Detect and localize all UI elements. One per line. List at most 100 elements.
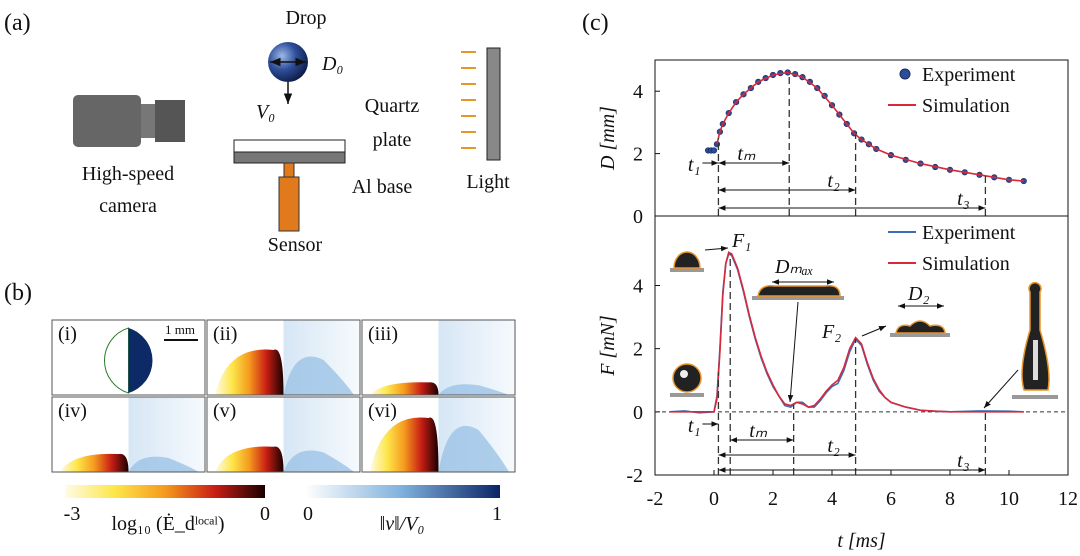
colorbar-label: log₁₀ (Ė_dˡᵒᶜᵃˡ) (111, 512, 224, 535)
tile-frame (206, 319, 361, 396)
velocity-field (438, 384, 509, 395)
colorbar (65, 485, 265, 498)
label: Sensor (268, 234, 323, 256)
energy-field (370, 382, 439, 395)
data-line (669, 251, 1024, 413)
energy-field (215, 446, 284, 472)
light (486, 47, 501, 161)
al-base (233, 151, 346, 164)
y-tick-label: 4 (633, 81, 643, 103)
x-tick-label: 6 (886, 488, 896, 510)
y-tick-label: 4 (633, 275, 643, 297)
x-tick-label: 0 (709, 488, 719, 510)
interval-label: t₃ (957, 188, 970, 210)
panel-label: (a) (4, 10, 31, 36)
annotation: D₂ (907, 283, 929, 305)
velocity-field (283, 356, 354, 395)
x-tick-label: 2 (768, 488, 778, 510)
interval-label: t₁ (688, 154, 701, 176)
annotation: F₂ (821, 321, 841, 343)
tile-label: (vi) (368, 400, 397, 422)
label: D₀ (321, 53, 343, 75)
legend-label: Experiment (922, 64, 1016, 86)
legend-label: Experiment (922, 222, 1016, 244)
panel-b: (b) -3 0 log₁₀ (Ė_dˡᵒᶜᵃˡ) 0 1 ‖v‖/V₀ 1 m… (4, 280, 516, 535)
annotation: F₁ (731, 230, 751, 252)
colorbar-label: ‖v‖/V₀ (380, 513, 425, 535)
x-tick-label: 4 (827, 488, 837, 510)
energy-field (215, 349, 284, 395)
colorbar-tick: -3 (64, 503, 81, 525)
light-rays (461, 51, 476, 149)
label: Drop (285, 7, 326, 29)
velocity-field (283, 450, 354, 472)
tile-label: (i) (58, 323, 77, 345)
insets (670, 245, 1058, 409)
y-tick-label: 0 (633, 402, 643, 424)
panel-label: (b) (4, 280, 32, 306)
panel-label: (c) (582, 10, 609, 36)
velocity-field (438, 425, 509, 472)
y-tick-label: 2 (633, 339, 643, 361)
interval-label: tₘ (737, 143, 756, 165)
x-tick-label: -2 (647, 488, 664, 510)
data-line (716, 71, 1024, 182)
label: Al base (352, 176, 413, 198)
scale-label: 1 mm (165, 322, 195, 337)
interval-label: t₂ (827, 435, 840, 457)
panel-a: (a) High-speed camera Drop D₀ V₀ Quartz … (4, 7, 510, 256)
tile-frame (361, 396, 516, 473)
tile-frame (206, 396, 361, 473)
camera-body (73, 95, 141, 147)
y-axis-label: D [mm] (597, 106, 619, 171)
colorbar (305, 485, 500, 498)
tile-frame (51, 319, 206, 396)
label: plate (373, 129, 412, 151)
data-point (710, 147, 718, 154)
camera-lens (155, 100, 185, 142)
colorbar-tick: 1 (492, 503, 502, 525)
tile-frame (361, 319, 516, 396)
camera-lens (141, 104, 155, 138)
legend-label: Simulation (922, 95, 1010, 117)
tile-label: (iv) (58, 400, 87, 422)
y-tick-label: -2 (626, 465, 643, 487)
x-tick-label: 12 (1058, 488, 1078, 510)
annotation: Dₘₐₓ (774, 256, 813, 278)
interval-label: t₃ (957, 450, 970, 472)
sensor (278, 176, 300, 232)
x-axis-label: t [ms] (837, 530, 885, 552)
interval-label: t₂ (827, 170, 840, 192)
velocity-field (128, 456, 199, 472)
interval-label: tₘ (749, 420, 768, 442)
colorbar-tick: 0 (260, 503, 270, 525)
x-tick-label: 8 (945, 488, 955, 510)
energy-field (370, 417, 439, 472)
label: camera (99, 195, 157, 217)
y-tick-label: 0 (633, 206, 643, 228)
energy-field (60, 453, 129, 472)
label: V₀ (256, 101, 275, 123)
x-tick-label: 10 (999, 488, 1019, 510)
tile-velocity (438, 320, 515, 395)
label: Quartz (365, 95, 420, 117)
label: Light (466, 171, 510, 193)
drop-half (128, 328, 153, 393)
label: High-speed (82, 163, 174, 185)
interval-label: t₁ (688, 415, 701, 437)
tile-frame (51, 396, 206, 473)
tile-label: (v) (213, 400, 236, 422)
tile-label: (iii) (368, 323, 398, 345)
y-tick-label: 2 (633, 144, 643, 166)
legend-label: Simulation (922, 253, 1010, 275)
tile-label: (ii) (213, 323, 237, 345)
colorbar-tick: 0 (303, 503, 313, 525)
sensor (283, 162, 295, 178)
legend-marker (899, 68, 911, 80)
plot-frame (654, 215, 1069, 476)
drop-half (103, 327, 129, 394)
y-axis-label: F [mN] (597, 315, 619, 377)
quartz-plate (233, 139, 346, 153)
data-line (669, 252, 1024, 414)
